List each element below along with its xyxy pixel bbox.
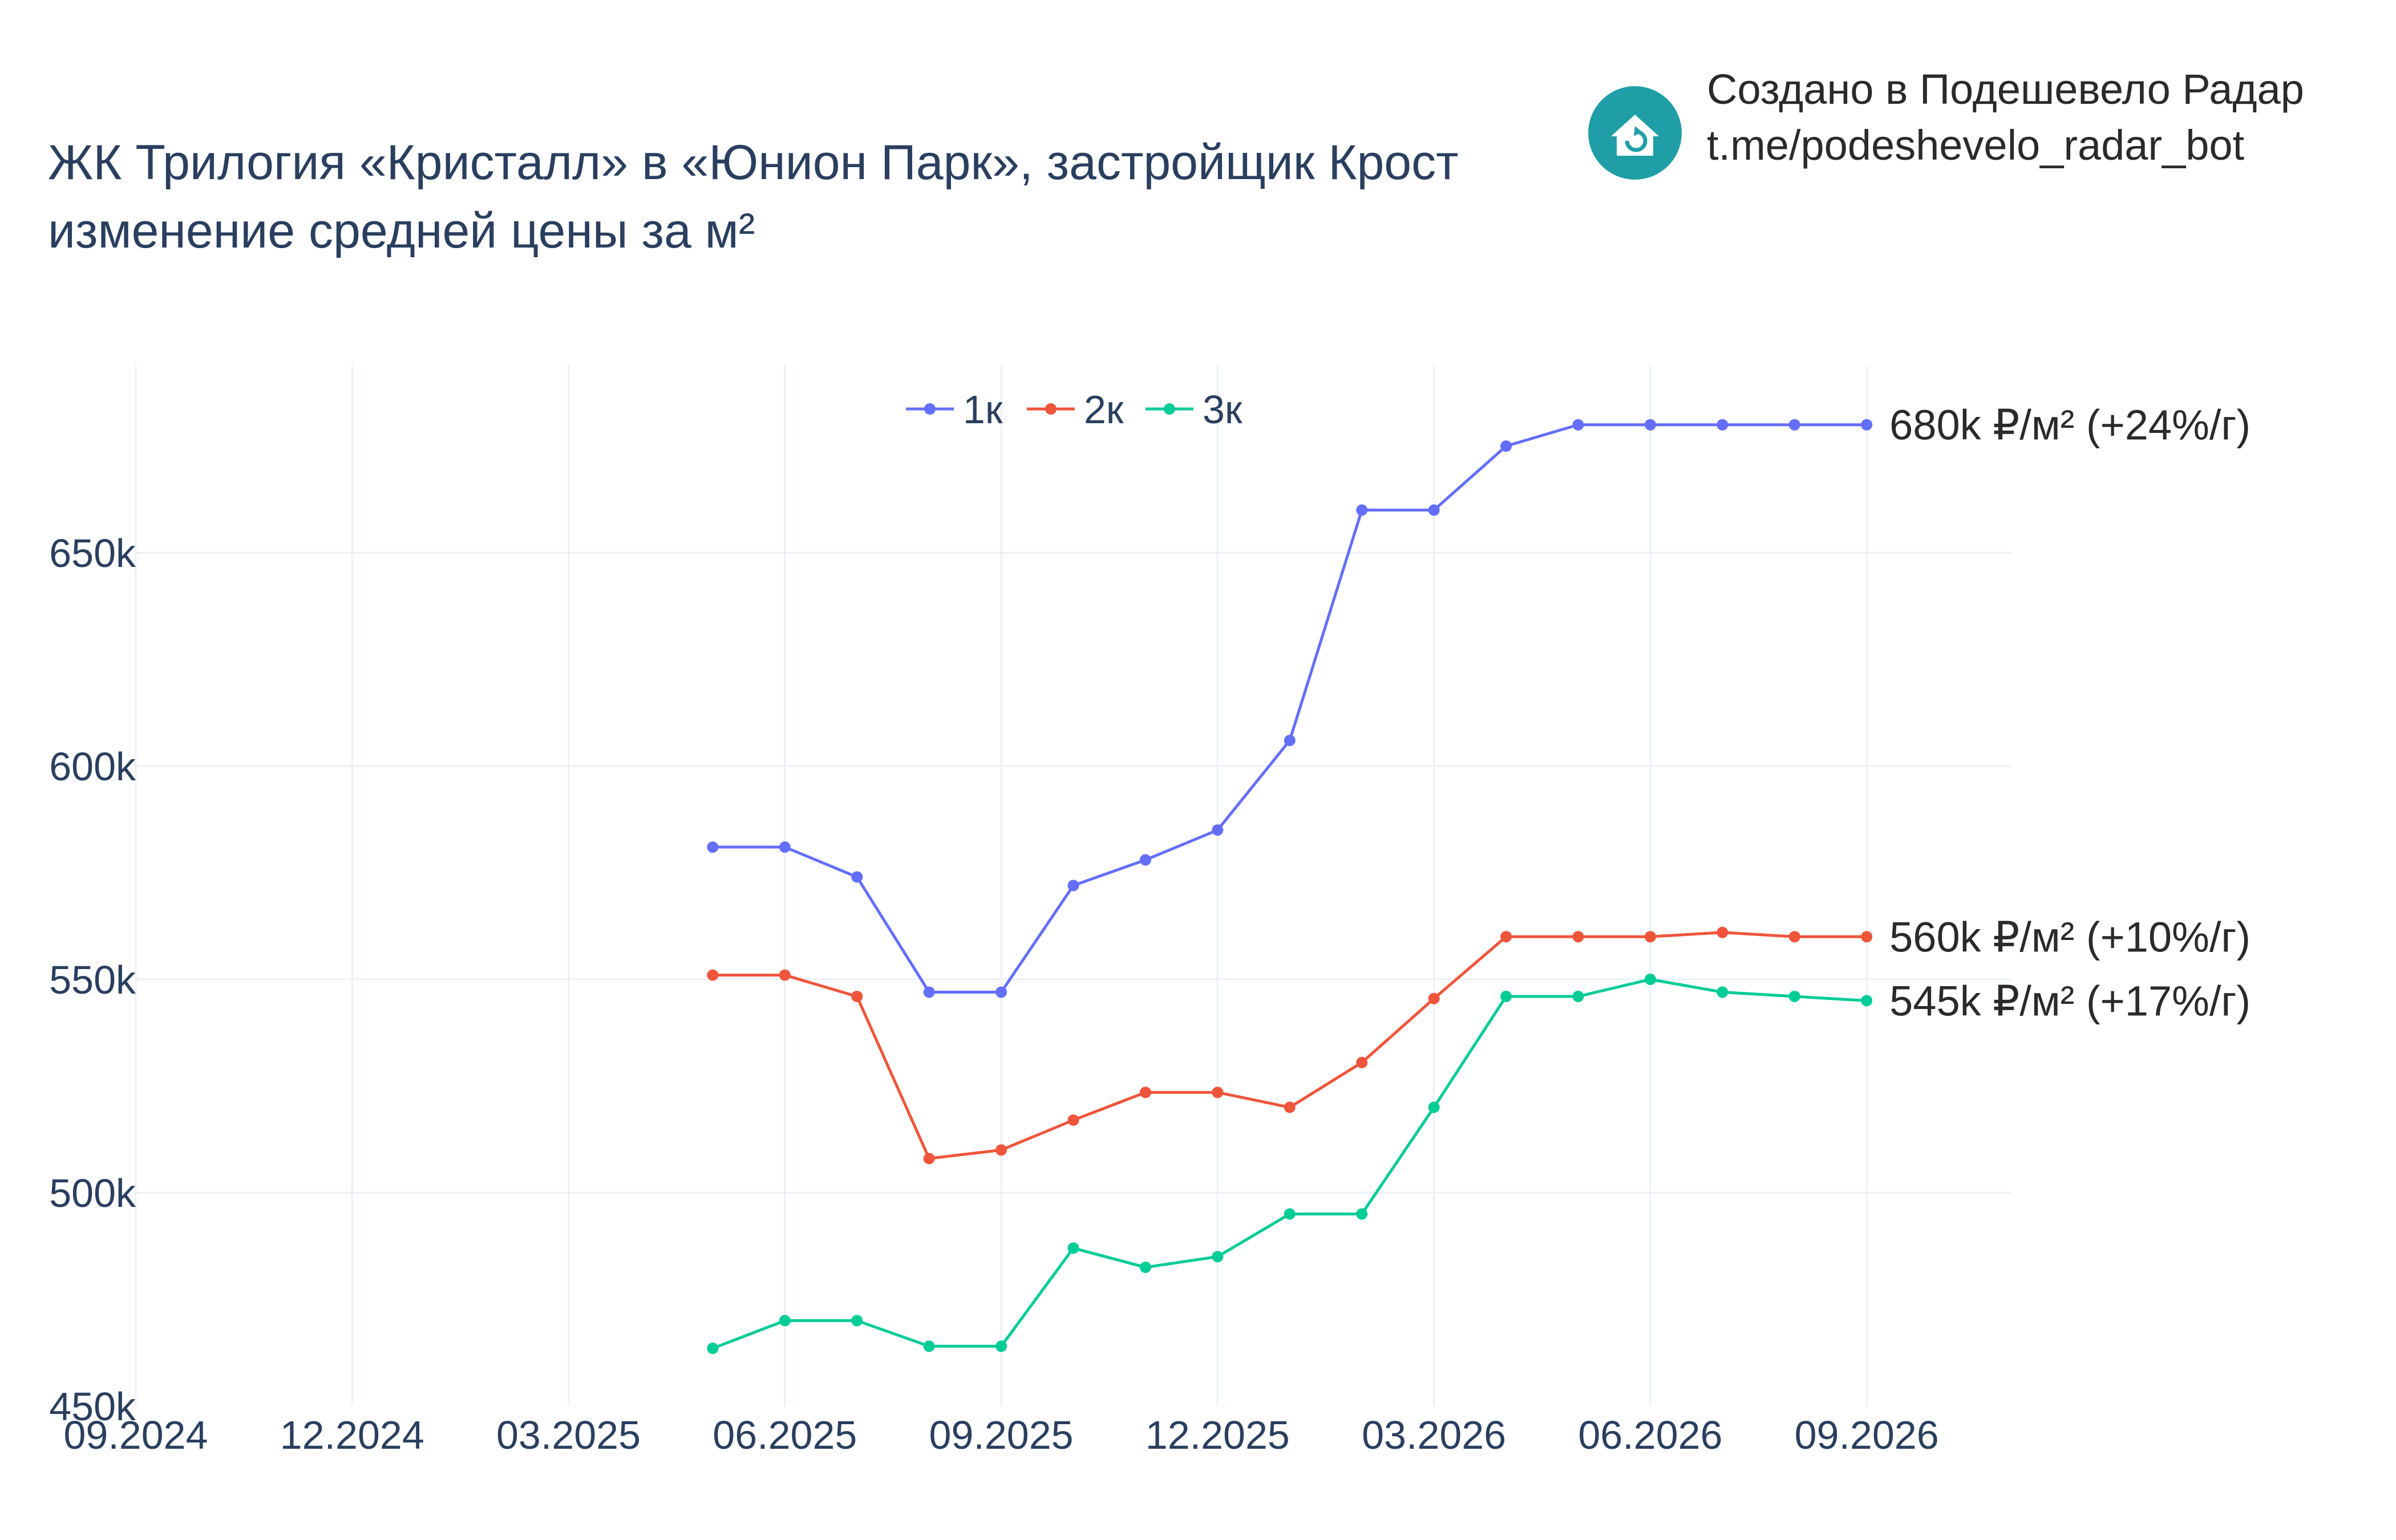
y-tick-label: 600k <box>49 744 136 789</box>
series-line <box>713 931 1867 1160</box>
data-point <box>707 841 719 853</box>
data-point <box>1284 735 1296 747</box>
x-tick-label: 06.2025 <box>713 1413 857 1457</box>
legend-swatch-marker <box>924 403 936 415</box>
credit-text: Создано в Подешевело Радар <box>1707 66 2304 113</box>
y-tick-label: 550k <box>49 958 136 1002</box>
legend-item-2к: 2к <box>1027 387 1124 432</box>
legend-label: 1к <box>963 387 1003 432</box>
data-point <box>851 990 863 1002</box>
data-point <box>1644 974 1656 986</box>
data-point <box>779 1315 791 1327</box>
data-point <box>851 1315 863 1327</box>
end-value-label: 545k ₽/м² (+17%/г) <box>1889 977 2251 1024</box>
data-point <box>1572 931 1584 943</box>
series-2к <box>707 926 1873 1165</box>
end-labels: 680k ₽/м² (+24%/г) 560k ₽/м² (+10%/г) 545k… <box>1889 402 2251 1025</box>
data-point <box>1861 931 1873 943</box>
data-point <box>707 969 719 981</box>
data-point <box>1572 990 1584 1002</box>
legend-swatch-marker <box>1045 403 1057 415</box>
data-point <box>1139 1087 1151 1099</box>
data-point <box>1717 926 1729 938</box>
chart-title: ЖК Трилогия «Кристалл» в «Юнион Парк», з… <box>48 135 1459 190</box>
data-point <box>851 871 863 883</box>
legend-label: 2к <box>1084 387 1124 432</box>
data-point <box>779 841 791 853</box>
data-point <box>1788 931 1800 943</box>
data-point <box>1861 419 1873 431</box>
x-tick-label: 09.2024 <box>63 1413 208 1457</box>
legend-swatch-marker <box>1164 403 1175 415</box>
data-point <box>923 1340 935 1352</box>
data-point <box>1139 854 1151 866</box>
legend-item-1к: 1к <box>906 387 1003 432</box>
data-point <box>1356 504 1368 516</box>
data-point <box>1428 992 1440 1004</box>
data-point <box>1428 504 1440 516</box>
data-point <box>1284 1101 1296 1113</box>
data-point <box>1861 995 1873 1007</box>
legend: 1к 2к 3к <box>906 387 1242 432</box>
x-axis: 09.2024 12.2024 03.2025 06.2025 09.2025 12.20… <box>63 1413 1938 1457</box>
data-point <box>1212 1251 1224 1263</box>
data-point <box>1067 1242 1079 1254</box>
data-point <box>1356 1208 1368 1220</box>
x-tick-label: 03.2026 <box>1362 1413 1506 1457</box>
data-point <box>1717 986 1729 998</box>
data-point <box>1356 1056 1368 1068</box>
data-point <box>1788 419 1800 431</box>
credit-link[interactable]: t.me/podeshevelo_radar_bot <box>1707 121 2245 169</box>
logo-house-refresh-icon <box>1588 86 1682 180</box>
series-1к <box>707 419 1873 998</box>
data-point <box>1572 419 1584 431</box>
y-tick-label: 450k <box>49 1384 136 1429</box>
data-point <box>995 1144 1007 1156</box>
data-point <box>1500 990 1512 1002</box>
data-point <box>1067 1114 1079 1126</box>
data-point <box>1644 419 1656 431</box>
data-point <box>1500 440 1512 452</box>
x-tick-label: 12.2025 <box>1146 1413 1290 1457</box>
chart-subtitle: изменение средней цены за м² <box>48 204 755 258</box>
x-tick-label: 03.2025 <box>496 1413 641 1457</box>
series-line <box>713 423 1867 994</box>
data-point <box>1139 1261 1151 1273</box>
data-point <box>779 969 791 981</box>
legend-label: 3к <box>1203 387 1242 432</box>
data-point <box>707 1343 719 1355</box>
data-point <box>923 1153 935 1165</box>
data-point <box>1500 931 1512 943</box>
plot-series <box>707 419 1873 1355</box>
data-point <box>1212 1087 1224 1099</box>
y-axis: 450k 500k 550k 600k 650k <box>49 531 136 1429</box>
data-point <box>1284 1208 1296 1220</box>
data-point <box>1212 824 1224 836</box>
end-value-label: 560k ₽/м² (+10%/г) <box>1889 913 2251 961</box>
data-point <box>995 1340 1007 1352</box>
x-tick-label: 09.2025 <box>929 1413 1074 1457</box>
data-point <box>1067 880 1079 891</box>
data-point <box>1644 931 1656 943</box>
y-tick-label: 500k <box>49 1171 136 1215</box>
x-tick-label: 12.2024 <box>280 1413 424 1457</box>
y-tick-label: 650k <box>49 531 136 576</box>
x-tick-label: 09.2026 <box>1795 1413 1939 1457</box>
data-point <box>1717 419 1729 431</box>
data-point <box>995 986 1007 998</box>
series-line <box>712 978 1867 1350</box>
x-tick-label: 06.2026 <box>1578 1413 1722 1457</box>
data-point <box>1788 990 1800 1002</box>
data-point <box>923 986 935 998</box>
series-3к <box>707 974 1873 1355</box>
end-value-label: 680k ₽/м² (+24%/г) <box>1889 402 2251 449</box>
gridlines <box>135 365 2011 1406</box>
legend-item-3к: 3к <box>1146 387 1242 432</box>
data-point <box>1428 1101 1440 1113</box>
